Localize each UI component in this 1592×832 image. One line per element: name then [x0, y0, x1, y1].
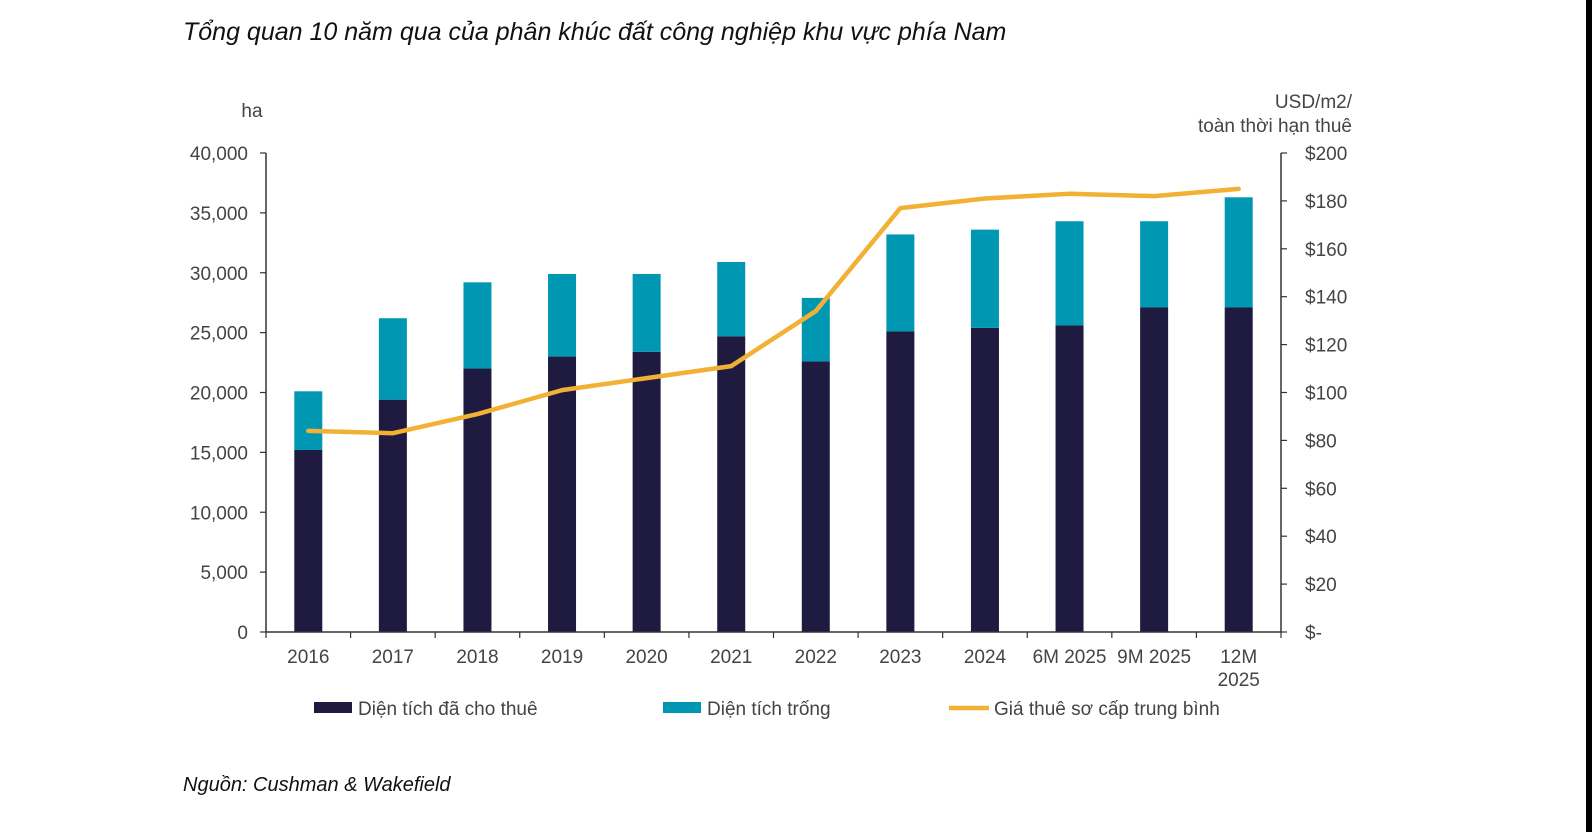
- left-tick-label-4: 20,000: [190, 384, 248, 405]
- bar-leased-10: [1140, 307, 1169, 632]
- source-note: Nguồn: Cushman & Wakefield: [183, 774, 451, 796]
- right-tick-label-6: $120: [1305, 336, 1347, 357]
- bar-leased-11: [1224, 307, 1253, 632]
- right-tick-label-9: $180: [1305, 192, 1347, 213]
- bar-leased-8: [970, 327, 999, 632]
- right-axis-label-line0: USD/m2/: [1275, 92, 1353, 113]
- bar-leased-5: [717, 336, 746, 632]
- x-tick-label-11-line1: 2025: [1218, 670, 1260, 691]
- right-axis-label-line1: toàn thời hạn thuê: [1198, 116, 1352, 137]
- left-tick-label-5: 25,000: [190, 324, 248, 345]
- legend-swatch-0: [314, 702, 352, 713]
- x-tick-label-1: 2017: [372, 647, 414, 668]
- bar-vacant-5: [717, 261, 746, 337]
- bar-vacant-1: [378, 318, 407, 400]
- axes-layer: 0 5,000 10,000 15,000 20,000 25,000 30,000 35,0…: [190, 92, 1353, 691]
- x-tick-label-3: 2019: [541, 647, 583, 668]
- right-tick-label-8: $160: [1305, 240, 1347, 261]
- legend-label-1: Diện tích trống: [707, 699, 831, 720]
- legend-label-0: Diện tích đã cho thuê: [358, 699, 538, 720]
- page-edge-bar: [1586, 0, 1592, 832]
- chart-title: Tổng quan 10 năm qua của phân khúc đất c…: [183, 18, 1007, 46]
- x-tick-label-2: 2018: [456, 647, 498, 668]
- left-axis-label: ha: [241, 101, 263, 122]
- bar-vacant-8: [970, 229, 999, 328]
- bar-leased-2: [463, 368, 492, 632]
- bar-vacant-9: [1055, 221, 1084, 326]
- left-tick-label-7: 35,000: [190, 204, 248, 225]
- right-tick-label-0: $-: [1305, 623, 1322, 644]
- x-tick-label-6: 2022: [795, 647, 837, 668]
- left-tick-label-1: 5,000: [200, 563, 248, 584]
- left-tick-label-8: 40,000: [190, 144, 248, 165]
- left-tick-label-6: 30,000: [190, 264, 248, 285]
- bar-leased-9: [1055, 325, 1084, 632]
- bar-leased-7: [886, 331, 915, 632]
- bar-leased-1: [378, 399, 407, 632]
- legend-swatch-1: [663, 702, 701, 713]
- bar-vacant-2: [463, 282, 492, 369]
- bar-leased-6: [801, 361, 830, 632]
- x-tick-label-4: 2020: [625, 647, 667, 668]
- x-tick-label-10: 9M 2025: [1117, 647, 1191, 668]
- bar-vacant-3: [548, 273, 577, 357]
- left-tick-label-2: 10,000: [190, 503, 248, 524]
- left-tick-label-3: 15,000: [190, 443, 248, 464]
- right-tick-label-7: $140: [1305, 288, 1347, 309]
- x-tick-label-8: 2024: [964, 647, 1007, 668]
- bar-vacant-10: [1140, 221, 1169, 308]
- x-tick-label-0: 2016: [287, 647, 329, 668]
- bar-vacant-7: [886, 234, 915, 332]
- right-tick-label-4: $80: [1305, 431, 1337, 452]
- x-tick-label-11: 12M: [1220, 647, 1257, 668]
- legend-label-2: Giá thuê sơ cấp trung bình: [994, 699, 1220, 720]
- bars-layer: [294, 197, 1253, 632]
- bar-vacant-11: [1224, 197, 1253, 308]
- right-tick-label-3: $60: [1305, 479, 1337, 500]
- x-tick-label-7: 2023: [879, 647, 921, 668]
- x-tick-label-9: 6M 2025: [1033, 647, 1107, 668]
- bar-leased-3: [548, 356, 577, 632]
- bar-leased-4: [632, 351, 661, 632]
- bar-vacant-6: [801, 297, 830, 362]
- bar-vacant-4: [632, 273, 661, 352]
- price-line-layer: [306, 186, 1241, 436]
- price-line: [306, 186, 1241, 436]
- legend: Diện tích đã cho thuê Diện tích trống Giá …: [314, 699, 1220, 720]
- bar-leased-0: [294, 449, 323, 632]
- right-tick-label-1: $20: [1305, 575, 1337, 596]
- right-tick-label-10: $200: [1305, 144, 1347, 165]
- left-tick-label-0: 0: [237, 623, 248, 644]
- right-tick-label-5: $100: [1305, 384, 1347, 405]
- right-tick-label-2: $40: [1305, 527, 1337, 548]
- x-tick-label-5: 2021: [710, 647, 752, 668]
- bar-vacant-0: [294, 391, 323, 450]
